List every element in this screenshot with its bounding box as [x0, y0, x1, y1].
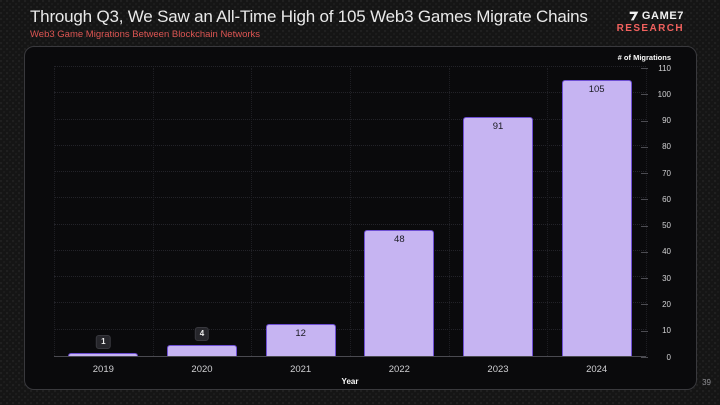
gridline-vertical: [54, 68, 55, 356]
y-tick-mark: [641, 225, 648, 227]
gridline-vertical: [350, 68, 351, 356]
x-tick-label: 2019: [92, 364, 114, 375]
y-tick-label: 80: [662, 142, 671, 152]
bar-value-label: 91: [492, 121, 504, 132]
y-tick-label: 70: [662, 168, 671, 178]
y-tick-label: 100: [657, 89, 671, 99]
x-tick-label: 2021: [290, 364, 312, 375]
page-title: Through Q3, We Saw an All-Time High of 1…: [30, 7, 588, 26]
game7-research-logo: GAME7 RESEARCH: [617, 10, 684, 34]
bar-chart-plot-area: 1 2019 4 2020 12 2021 48 2022 91 2023 105 2024: [54, 66, 647, 375]
gridline-vertical: [547, 68, 549, 356]
y-tick-mark: [641, 68, 648, 69]
bar-value-label: 48: [394, 234, 405, 245]
y-tick-mark: [641, 304, 648, 306]
page-subtitle: Web3 Game Migrations Between Blockchain …: [30, 29, 261, 40]
y-tick-mark: [641, 357, 648, 358]
bar-2024: 105: [561, 80, 632, 356]
chart-panel: 1 2019 4 2020 12 2021 48 2022 91 2023 105 2024 0 10 2…: [24, 46, 697, 390]
bar-2021: 12: [265, 324, 336, 356]
y-tick-label: 40: [662, 247, 671, 257]
bar-2019: [68, 353, 139, 356]
x-tick-label: 2022: [388, 364, 410, 375]
logo-name: GAME7: [641, 10, 684, 22]
gridline-vertical: [251, 68, 253, 356]
gridline-vertical: [646, 68, 647, 356]
y-tick-mark: [641, 120, 648, 122]
y-tick-label: 110: [658, 63, 671, 73]
bar-value-badge: 4: [194, 327, 210, 341]
y-tick-mark: [641, 94, 648, 96]
y-tick-mark: [641, 278, 648, 280]
y-tick-mark: [641, 199, 648, 201]
bar-2020: [167, 345, 237, 356]
bar-value-label: 105: [588, 84, 605, 95]
y-tick-label: 50: [662, 221, 671, 231]
y-tick-label: 20: [662, 299, 671, 309]
gridline-vertical: [152, 68, 154, 356]
gridline-vertical: [448, 68, 450, 356]
logo-sub-label: RESEARCH: [616, 23, 684, 34]
x-tick-label: 2020: [191, 364, 213, 375]
y-tick-label: 0: [666, 352, 671, 362]
x-axis-title: Year: [341, 377, 359, 386]
y-tick-label: 10: [662, 326, 671, 336]
x-tick-label: 2023: [487, 364, 509, 375]
bar-2023: 91: [463, 117, 533, 356]
y-tick-mark: [641, 251, 648, 253]
x-tick-label: 2024: [586, 364, 608, 375]
bar-2022: 48: [364, 230, 435, 356]
y-tick-label: 30: [662, 273, 671, 283]
y-tick-mark: [641, 146, 648, 148]
y-axis-title: # of Migrations: [617, 53, 671, 62]
gridline-horizontal: [54, 66, 646, 67]
bar-value-label: 12: [295, 328, 306, 339]
y-tick-mark: [641, 330, 648, 332]
y-tick-mark: [641, 173, 648, 175]
y-tick-label: 90: [662, 116, 671, 126]
bar-value-badge: 1: [96, 335, 111, 349]
page-number: 39: [702, 378, 711, 387]
y-tick-label: 60: [662, 194, 671, 204]
game7-seven-mark-icon: [629, 11, 639, 21]
logo-wordmark: GAME7: [629, 10, 684, 22]
